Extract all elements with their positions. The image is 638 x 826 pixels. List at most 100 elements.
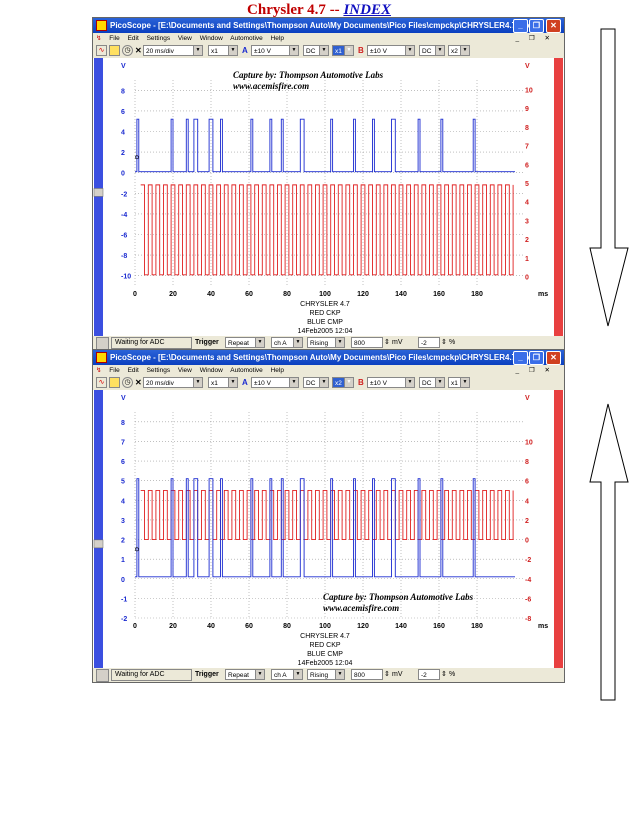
timebase-select[interactable]: 20 ms/div ▼ [143, 45, 203, 56]
menu-settings[interactable]: Settings [146, 367, 171, 374]
channel-a-coupling-select[interactable]: DC ▼ [303, 377, 329, 388]
scroll-down-arrow-icon[interactable] [588, 28, 630, 328]
channel-b-coupling-select[interactable]: DC ▼ [419, 377, 445, 388]
trigger-channel-select[interactable]: ch A ▼ [271, 337, 303, 348]
channel-a-zoom-select[interactable]: x2 ▼ [332, 377, 354, 388]
channel-b-tick-label: 7 [525, 144, 529, 151]
channel-b-zoom-select[interactable]: x2 ▼ [448, 45, 470, 56]
maximize-icon[interactable]: ❐ [529, 19, 544, 33]
clock-icon[interactable]: ◷ [122, 45, 133, 56]
x-axis-unit: ms [538, 291, 548, 298]
menu-file[interactable]: File [109, 367, 120, 374]
status-text: Waiting for ADC [111, 669, 192, 681]
window-titlebar[interactable]: PicoScope - [E:\Documents and Settings\T… [93, 350, 564, 365]
x-axis-unit: ms [538, 623, 548, 630]
caption-line: CHRYSLER 4.7 [300, 633, 350, 640]
mdi-controls[interactable]: _ ❐ ✕ [515, 35, 554, 42]
channel-b-tick-label: 5 [525, 181, 529, 188]
channel-b-scrollbar [554, 58, 563, 336]
channel-a-range-select[interactable]: ±10 V ▼ [251, 377, 299, 388]
cmp-waveform [135, 118, 515, 173]
trigger-unit: mV [392, 671, 403, 678]
ckp-waveform [140, 490, 514, 540]
menu-edit[interactable]: Edit [127, 367, 139, 374]
channel-b-range-select[interactable]: ±10 V ▼ [367, 377, 415, 388]
menu-logo-icon: ↯ [96, 367, 102, 374]
pretrigger-spinner-icon[interactable]: ⇕ [441, 339, 447, 346]
maximize-icon[interactable]: ❐ [529, 351, 544, 365]
channel-a-tick-label: -6 [121, 233, 127, 240]
toolbar: ∿ ◷ ✕ 20 ms/div ▼ x1 ▼ A ±10 V ▼ DC ▼ x2 ▼ B … [93, 376, 564, 390]
channel-a-tick-label: 3 [121, 518, 125, 525]
minimize-icon[interactable]: _ [513, 351, 528, 365]
scroll-up-arrow-icon[interactable] [588, 402, 630, 702]
pretrigger-input[interactable]: -2 [418, 669, 440, 680]
channel-b-tick-label: 4 [525, 200, 529, 207]
mdi-controls[interactable]: _ ❐ ✕ [515, 367, 554, 374]
menu-window[interactable]: Window [199, 367, 223, 374]
trigger-level-input[interactable]: 800 [351, 337, 383, 348]
menu-file[interactable]: File [109, 35, 120, 42]
trigger-edge-select[interactable]: Rising ▼ [307, 337, 345, 348]
stop-icon[interactable]: ✕ [135, 378, 142, 387]
trigger-channel-select[interactable]: ch A ▼ [271, 669, 303, 680]
menu-view[interactable]: View [177, 367, 192, 374]
close-icon[interactable]: ✕ [546, 351, 561, 365]
channel-b-coupling-select[interactable]: DC ▼ [419, 45, 445, 56]
channel-b-zoom-select[interactable]: x1 ▼ [448, 377, 470, 388]
channel-a-tick-label: 7 [121, 439, 125, 446]
menu-edit[interactable]: Edit [127, 35, 139, 42]
minimize-icon[interactable]: _ [513, 19, 528, 33]
caption-line: BLUE CMP [307, 651, 343, 658]
channel-a-zoom-select[interactable]: x1 ▼ [332, 45, 354, 56]
trigger-level-input[interactable]: 800 [351, 669, 383, 680]
index-link[interactable]: INDEX [343, 2, 391, 18]
multiplier-select[interactable]: x1 ▼ [208, 377, 238, 388]
menu-help[interactable]: Help [270, 35, 284, 42]
pretrigger-spinner-icon[interactable]: ⇕ [441, 671, 447, 678]
channel-a-tick-label: 5 [121, 479, 125, 486]
yellow-tool-icon[interactable] [109, 45, 120, 56]
menu-automotive[interactable]: Automotive [230, 35, 263, 42]
trigger-edge-select[interactable]: Rising ▼ [307, 669, 345, 680]
menu-settings[interactable]: Settings [146, 35, 171, 42]
channel-b-range-select[interactable]: ±10 V ▼ [367, 45, 415, 56]
timebase-select[interactable]: 20 ms/div ▼ [143, 377, 203, 388]
close-icon[interactable]: ✕ [546, 19, 561, 33]
menu-view[interactable]: View [177, 35, 192, 42]
channel-a-tick-label: 4 [121, 130, 125, 137]
menu-automotive[interactable]: Automotive [230, 367, 263, 374]
yellow-tool-icon[interactable] [109, 377, 120, 388]
stop-icon[interactable]: ✕ [135, 46, 142, 55]
trigger-level-spinner-icon[interactable]: ⇕ [384, 671, 390, 678]
pretrigger-input[interactable]: -2 [418, 337, 440, 348]
x-tick-label: 160 [433, 623, 445, 630]
capture-credit: Capture by: Thompson Automotive Labs [323, 592, 474, 602]
scope-display[interactable]: 8 6 4 2 0 -2 -4 -6 -8 -10 V 10 9 8 7 6 5 4 3 2 1 0 V 0 20 40 60 80 1… [93, 58, 564, 336]
trigger-mode-select[interactable]: Repeat ▼ [225, 669, 265, 680]
menu-window[interactable]: Window [199, 35, 223, 42]
run-indicator[interactable] [96, 669, 109, 682]
signal-generator-icon[interactable]: ∿ [96, 45, 107, 56]
capture-website: www.acemisfire.com [233, 81, 309, 91]
signal-generator-icon[interactable]: ∿ [96, 377, 107, 388]
channel-a-coupling-select[interactable]: DC ▼ [303, 45, 329, 56]
channel-b-tick-label: -8 [525, 616, 531, 623]
trigger-mode-select[interactable]: Repeat ▼ [225, 337, 265, 348]
window-titlebar[interactable]: PicoScope - [E:\Documents and Settings\T… [93, 18, 564, 33]
scope-display[interactable]: 8 7 6 5 4 3 2 1 0 -1 -2 V 10 8 6 4 2 0 -2 -4 -6 -8 V 0 20 40 60 80 1… [93, 390, 564, 668]
channel-a-label: A [242, 378, 248, 387]
window-title: PicoScope - [E:\Documents and Settings\T… [110, 353, 536, 362]
clock-icon[interactable]: ◷ [122, 377, 133, 388]
channel-a-range-select[interactable]: ±10 V ▼ [251, 45, 299, 56]
picoscope-window-2: PicoScope - [E:\Documents and Settings\T… [92, 349, 565, 683]
multiplier-select[interactable]: x1 ▼ [208, 45, 238, 56]
channel-b-tick-label: -2 [525, 557, 531, 564]
trigger-level-spinner-icon[interactable]: ⇕ [384, 339, 390, 346]
channel-b-tick-label: 10 [525, 439, 533, 446]
channel-b-tick-label: 8 [525, 459, 529, 466]
trigger-marker [135, 155, 139, 160]
menu-help[interactable]: Help [270, 367, 284, 374]
